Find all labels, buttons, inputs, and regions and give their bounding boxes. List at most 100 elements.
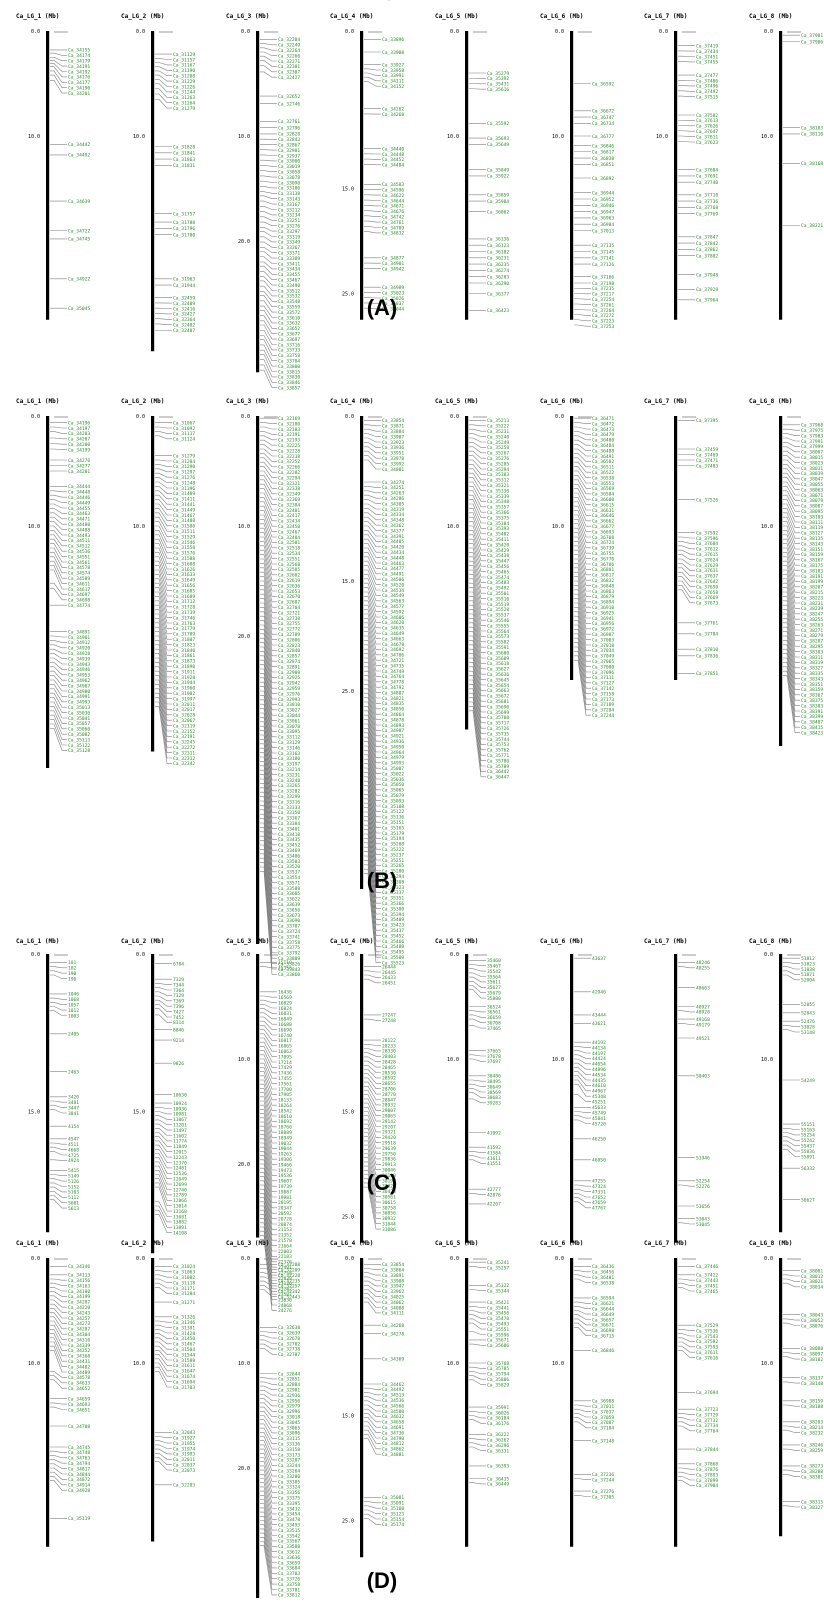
marker-connector bbox=[364, 1289, 381, 1297]
marker-connector bbox=[469, 1092, 486, 1098]
marker-label: Ca_34405 bbox=[382, 539, 404, 545]
marker-connector bbox=[260, 1062, 277, 1084]
marker-label: Ca_34692 bbox=[382, 647, 404, 653]
marker-label: Ca_31789 bbox=[173, 632, 195, 638]
marker-label: 28530 bbox=[382, 1070, 396, 1076]
marker-label: Ca_34448 bbox=[382, 152, 404, 158]
marker-label: Ca_31890 bbox=[173, 664, 195, 670]
marker-connector bbox=[260, 1037, 277, 1052]
marker-label: Ca_33571 bbox=[278, 880, 300, 886]
scale-tick-label: 10.0 bbox=[761, 524, 773, 530]
marker-connector bbox=[260, 1239, 277, 1311]
marker-label: Ca_36925 bbox=[592, 610, 614, 616]
marker-connector bbox=[155, 1457, 172, 1465]
marker-label: Ca_34506 bbox=[382, 577, 404, 583]
marker-connector bbox=[50, 1109, 67, 1114]
marker-connector bbox=[260, 549, 277, 581]
marker-label: Ca_36472 bbox=[592, 421, 614, 427]
marker-connector bbox=[260, 1142, 277, 1187]
marker-label: Ca_36846 bbox=[592, 143, 614, 149]
marker-label: Ca_37536 bbox=[696, 1328, 718, 1334]
marker-connector bbox=[260, 677, 277, 738]
marker-connector bbox=[260, 1176, 277, 1230]
marker-label: Ca_35113 bbox=[68, 737, 90, 743]
marker-connector bbox=[260, 1490, 277, 1525]
marker-connector bbox=[783, 1128, 800, 1130]
marker-connector bbox=[574, 505, 591, 527]
marker-label: Ca_33962 bbox=[382, 1289, 404, 1295]
marker-label: Ca_36331 bbox=[487, 1448, 509, 1454]
marker-label: Ca_36104 bbox=[487, 1416, 509, 1422]
marker-connector bbox=[155, 57, 172, 60]
marker-label: Ca_32976 bbox=[278, 691, 300, 697]
marker-label: Ca_32073 bbox=[173, 1468, 195, 1474]
marker-label: Ca_31124 bbox=[173, 437, 195, 443]
marker-label: Ca_36671 bbox=[592, 1323, 614, 1329]
marker-connector bbox=[155, 512, 172, 527]
marker-connector bbox=[783, 530, 800, 555]
marker-label: Ca_34190 bbox=[68, 86, 90, 92]
marker-connector bbox=[364, 657, 381, 699]
marker-label: Ca_35654 bbox=[487, 683, 509, 689]
marker-connector bbox=[155, 1111, 172, 1115]
marker-connector bbox=[50, 60, 67, 67]
marker-connector bbox=[260, 170, 277, 172]
marker-label: 16849 bbox=[278, 1017, 292, 1023]
marker-connector bbox=[783, 653, 800, 706]
marker-label: Ca_37612 bbox=[696, 547, 718, 553]
marker-label: Ca_36522 bbox=[592, 470, 614, 476]
marker-label: 28330 bbox=[382, 1049, 396, 1055]
marker-label: 26445 bbox=[382, 970, 396, 976]
marker-label: Ca_31649 bbox=[173, 578, 195, 584]
marker-connector bbox=[364, 1425, 381, 1439]
marker-label: 19306 bbox=[278, 1157, 292, 1163]
marker-label: Ca_34881 bbox=[382, 1452, 404, 1458]
marker-label: Ca_37104 bbox=[592, 1426, 614, 1432]
marker-label: Ca_33384 bbox=[278, 821, 300, 827]
marker-label: Ca_37611 bbox=[696, 1350, 718, 1356]
marker-label: Ca_35699 bbox=[487, 710, 509, 716]
marker-label: Ca_35421 bbox=[487, 1300, 509, 1306]
scale-tick-label: 15.0 bbox=[342, 1110, 354, 1116]
marker-label: Ca_33684 bbox=[278, 1566, 300, 1572]
marker-label: Ca_34617 bbox=[68, 587, 90, 593]
group-title: Ca_LG_5 (Mb) bbox=[435, 13, 478, 20]
marker-label: 9826 bbox=[173, 1061, 184, 1067]
marker-label: Ca_34203 bbox=[68, 431, 90, 437]
marker-connector bbox=[364, 1094, 381, 1111]
marker-connector bbox=[574, 303, 591, 305]
marker-connector bbox=[155, 1333, 172, 1339]
marker-label: 12789 bbox=[173, 1193, 187, 1199]
marker-label: Ca_32208 bbox=[278, 1262, 300, 1268]
marker-label: 46850 bbox=[592, 1158, 606, 1164]
scale-tick-label: 10.0 bbox=[28, 134, 40, 140]
marker-connector bbox=[364, 1174, 381, 1214]
marker-label: Ca_37087 bbox=[592, 1420, 614, 1426]
marker-label: Ca_32459 bbox=[173, 296, 195, 302]
marker-label: 53028 bbox=[801, 1024, 815, 1030]
linkage-group-7: Ca_LG_7 (Mb)Ca_37395Ca_37459Ca_37469Ca_3… bbox=[644, 398, 718, 680]
marker-connector bbox=[260, 1012, 277, 1020]
marker-connector bbox=[364, 1065, 381, 1073]
marker-connector bbox=[155, 516, 172, 532]
marker-label: Ca_33167 bbox=[278, 202, 300, 208]
marker-label: Ca_34319 bbox=[382, 507, 404, 513]
marker-connector bbox=[50, 503, 67, 509]
marker-label: Ca_35480 bbox=[382, 944, 404, 950]
marker-label: Ca_33061 bbox=[278, 718, 300, 724]
marker-connector bbox=[574, 1408, 591, 1412]
marker-connector bbox=[678, 589, 695, 604]
marker-connector bbox=[364, 824, 381, 904]
marker-label: 16690 bbox=[278, 1027, 292, 1033]
marker-label: Ca_33248 bbox=[278, 778, 300, 784]
chromosome-bar bbox=[256, 31, 260, 373]
marker-label: 47767 bbox=[592, 1206, 606, 1212]
marker-connector bbox=[783, 525, 800, 550]
marker-connector bbox=[260, 1214, 277, 1279]
marker-connector bbox=[364, 1044, 381, 1046]
marker-connector bbox=[574, 444, 591, 451]
marker-label: Ca_37582 bbox=[696, 113, 718, 119]
marker-connector bbox=[260, 1469, 277, 1498]
marker-connector bbox=[574, 541, 591, 570]
marker-connector bbox=[783, 503, 800, 523]
